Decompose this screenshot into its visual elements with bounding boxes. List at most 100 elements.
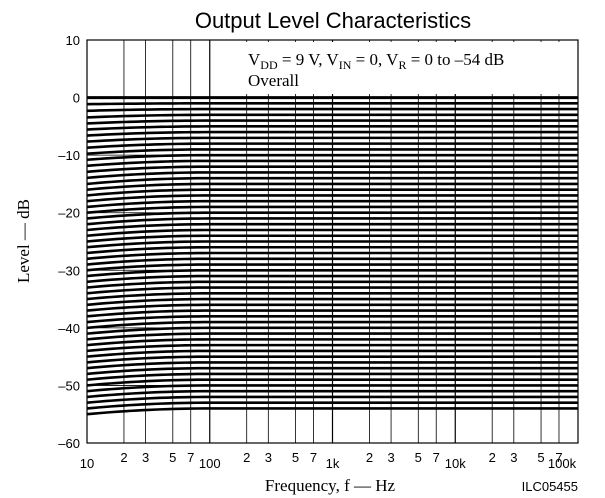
x-tick-label-minor: 3 [265,450,272,465]
level-curve [86,395,578,404]
level-curve [86,320,578,330]
x-tick-label-minor: 2 [243,450,250,465]
x-tick-label-minor: 7 [187,450,194,465]
x-axis-label: Frequency, f — Hz [265,476,396,495]
level-curve [86,315,578,324]
x-tick-label-minor: 7 [555,450,562,465]
y-tick-label: –10 [58,148,80,163]
level-curve [86,303,578,312]
level-curve [86,280,578,289]
level-curve [86,165,578,174]
level-curve [86,389,578,399]
level-curve [86,102,578,106]
x-tick-label-minor: 3 [387,450,394,465]
level-curve [86,199,578,209]
y-tick-label: –30 [58,263,80,278]
x-tick-label-minor: 2 [120,450,127,465]
level-curves [86,96,578,416]
x-tick-label-major: 100k [548,456,577,471]
level-curve [86,205,578,215]
annotation-segment: R [398,58,406,72]
level-curve [86,251,578,261]
level-curve [86,130,578,137]
level-curve [86,268,578,278]
level-curve [86,378,578,387]
annotation-conditions: VDD = 9 V, VIN = 0, VR = 0 to –54 dB [248,50,504,72]
level-curve [86,326,578,335]
level-curve [86,309,578,318]
level-curve [86,257,578,266]
level-curve [86,159,578,168]
level-curve [86,263,578,272]
level-curve [86,286,578,295]
level-curve [86,292,578,301]
level-curve [86,188,578,197]
level-curve [86,107,578,113]
level-curve [86,125,578,131]
x-tick-label-minor: 2 [489,450,496,465]
x-tick-label-major: 1k [326,456,340,471]
annotation-segment: DD [260,58,278,72]
annotation-segment: = 9 V, V [278,50,340,69]
y-tick-labels: 10 0 –10 –20 –30 –40 –50 –60 [58,33,80,451]
annotation-overall: Overall [248,71,299,90]
level-curve [86,343,578,353]
level-curve [86,234,578,243]
level-curve [86,142,578,149]
x-tick-label-minor: 5 [537,450,544,465]
level-curve [86,240,578,249]
y-tick-label: –50 [58,378,80,393]
level-curve [86,153,578,162]
plot-frame [86,39,579,444]
x-tick-label-major: 100 [199,456,221,471]
level-curve [86,176,578,186]
y-tick-label: 0 [73,91,80,106]
y-tick-label: –20 [58,206,80,221]
level-curve [86,119,578,125]
x-tick-label-minor: 5 [415,450,422,465]
x-tick-label-minor: 3 [510,450,517,465]
level-curve [86,384,578,393]
annotation-segment: V [248,50,261,69]
level-curve [86,194,578,203]
level-curve [86,148,578,155]
level-curve [86,297,578,307]
level-curve [86,274,578,284]
level-curve [86,222,578,232]
level-curve [86,332,578,341]
level-curve [86,217,578,226]
annotation-background [244,42,572,94]
x-tick-label-minor: 5 [292,450,299,465]
level-curve [86,228,578,238]
x-tick-label-minor: 2 [366,450,373,465]
y-tick-label: 10 [66,33,80,48]
level-curve [86,211,578,220]
level-curve [86,372,578,381]
x-tick-label-major: 10 [80,456,94,471]
annotation-segment: = 0 to –54 dB [406,50,504,69]
chart-title: Output Level Characteristics [195,8,471,33]
level-curve [86,349,578,358]
x-tick-label-minor: 5 [169,450,176,465]
annotation-segment: IN [339,58,352,72]
level-curve [86,136,578,143]
level-curve [86,171,578,180]
y-tick-label: –60 [58,436,80,451]
figure-id: ILC05455 [522,479,578,494]
x-tick-label-major: 10k [445,456,466,471]
level-curve [86,366,578,376]
level-curve [86,355,578,364]
level-curve [86,113,578,119]
level-curve [86,407,578,416]
x-tick-label-minor: 3 [142,450,149,465]
level-curve [86,361,578,370]
y-tick-label: –40 [58,321,80,336]
level-curve [86,401,578,410]
x-tick-label-minor: 7 [310,450,317,465]
level-curve [86,182,578,191]
level-curve [86,245,578,255]
x-tick-label-minor: 7 [433,450,440,465]
level-curve [86,338,578,347]
